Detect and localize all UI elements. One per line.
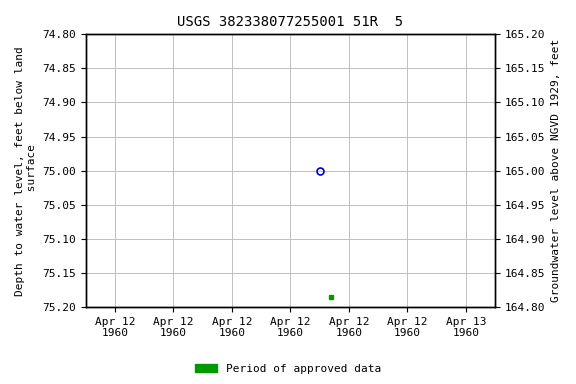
Y-axis label: Depth to water level, feet below land
 surface: Depth to water level, feet below land su…	[15, 46, 37, 296]
Legend: Period of approved data: Period of approved data	[191, 359, 385, 379]
Title: USGS 382338077255001 51R  5: USGS 382338077255001 51R 5	[177, 15, 403, 29]
Y-axis label: Groundwater level above NGVD 1929, feet: Groundwater level above NGVD 1929, feet	[551, 39, 561, 302]
